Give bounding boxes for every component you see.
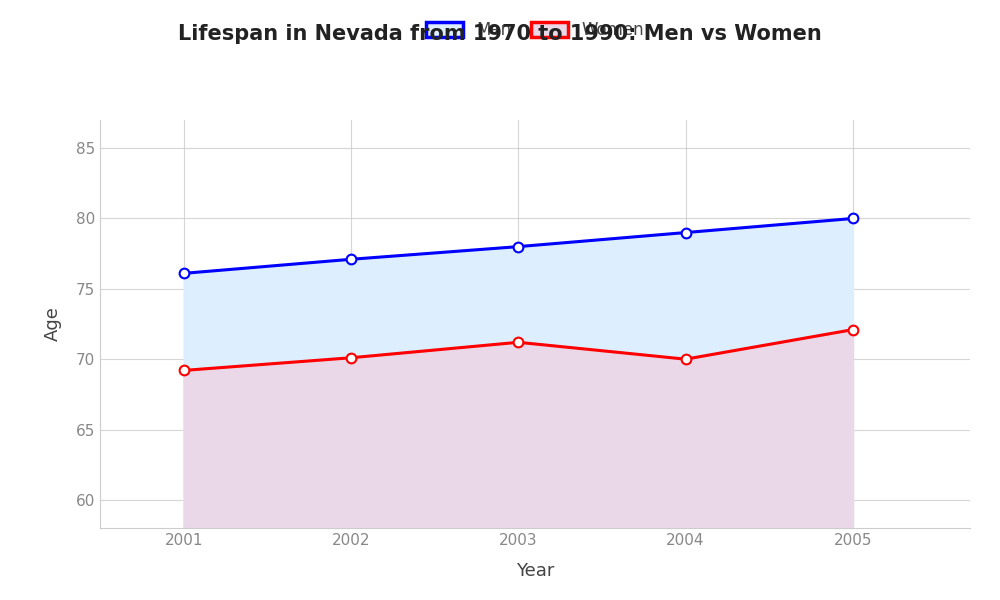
Text: Lifespan in Nevada from 1970 to 1990: Men vs Women: Lifespan in Nevada from 1970 to 1990: Me… <box>178 24 822 44</box>
Legend: Men, Women: Men, Women <box>419 14 651 46</box>
X-axis label: Year: Year <box>516 562 554 580</box>
Y-axis label: Age: Age <box>44 307 62 341</box>
